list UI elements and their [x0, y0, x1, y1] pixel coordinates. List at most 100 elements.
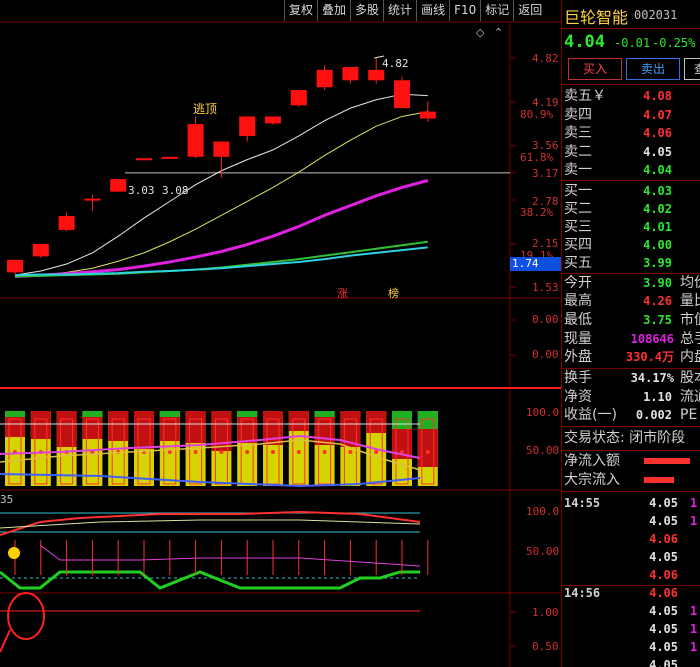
ind2-bar-green [237, 411, 258, 417]
ma-line [14, 93, 428, 276]
trade-status: 交易状态: 闭市阶段 [564, 430, 686, 446]
ma-line [14, 246, 428, 277]
ind2-bar-red [211, 411, 232, 451]
diamond-icon: ◇ [476, 26, 485, 39]
signal-coin-icon [8, 547, 20, 559]
ask-row-3: 卖三 4.06 [564, 125, 672, 141]
toolbar-overlay-button[interactable]: 叠加 [317, 0, 350, 21]
ask-row-2: 卖二 4.05 [564, 144, 672, 160]
ind2-dot [271, 450, 275, 454]
ind2-bar-red [314, 417, 335, 445]
ind2-tick: 100.0 [526, 406, 560, 419]
high-label: 4.82 [382, 57, 409, 70]
range-label-high: 3.08 [162, 184, 189, 197]
toolbar-multi-stock-button[interactable]: 多股 [350, 0, 383, 21]
toolbar-fuquan-button[interactable]: 复权 [284, 0, 317, 21]
candle-body [239, 116, 256, 136]
candle-body [161, 156, 178, 159]
chevron-icon: ⌃ [494, 26, 503, 39]
ind2-bar-green [417, 411, 438, 429]
ind3-tick: 50.00 [526, 545, 560, 558]
candle-body [58, 216, 75, 230]
ranking-marker: 榜 [388, 287, 399, 300]
ind2-dot [348, 450, 353, 454]
ind2-bar-red [159, 417, 180, 441]
ask-row-1: 卖一 4.04 [564, 162, 672, 178]
limit-up-marker: 涨 [337, 287, 348, 300]
tick-row: 14:56 4.06 [564, 586, 678, 600]
bid-row-5: 买五 3.99 [564, 255, 672, 271]
candle-body [316, 69, 333, 88]
buy-button[interactable]: 买入 [568, 58, 622, 80]
current-price-marker: 1.74 [510, 257, 562, 271]
net-inflow-bar [644, 458, 690, 464]
kline-chart-area[interactable]: ◇ ⌃ 复权 叠加 多股 统计 画线 F10 标记 返回 4.82 4.19 3.… [0, 0, 562, 667]
tick-row: 4.05 [649, 550, 678, 564]
price-change: -0.01 [614, 36, 651, 50]
ind3-white-line [0, 519, 421, 529]
candle-body [368, 69, 385, 81]
ind3-magenta-line [39, 544, 421, 567]
price-tick: 1.53 [532, 281, 559, 294]
candle-body [394, 80, 410, 109]
candle-body [136, 158, 152, 161]
ind3-green-line [0, 570, 420, 590]
ind4-tick: 0.50 [532, 640, 559, 653]
ind2-bar-outline [292, 418, 306, 485]
price-tick: 2.15 [532, 237, 559, 250]
ind2-bar-outline [111, 418, 125, 485]
stat-current-volume: 现量108646总手 [564, 331, 700, 347]
ind2-bar-red [5, 417, 25, 437]
quote-panel: 巨轮智能 002031 4.04 -0.01 -0.25% 买入 卖出 查 卖五… [561, 0, 700, 667]
price-change-pct: -0.25% [652, 36, 696, 50]
range-label-low: 3.03 [128, 184, 155, 197]
candle-body [419, 111, 436, 119]
sell-button[interactable]: 卖出 [626, 58, 680, 80]
candle-body [7, 259, 23, 273]
candle-body [187, 124, 204, 157]
ind2-bar-red [30, 411, 51, 439]
stat-eps: 收益(一) 0.002 PE [564, 407, 698, 423]
ind3-red-line [0, 510, 421, 536]
ind2-bar-red [366, 411, 387, 433]
ind2-bar-green [159, 411, 180, 417]
ind2-bar-outline [421, 418, 435, 485]
toolbar-draw-button[interactable]: 画线 [416, 0, 449, 21]
toolbar-stats-button[interactable]: 统计 [383, 0, 416, 21]
ind2-line [0, 434, 421, 459]
pct-tick: 61.8% [520, 151, 554, 164]
ind2-bar-green [82, 411, 103, 417]
block-inflow-row: 大宗流入 [562, 471, 700, 490]
ind2-dot [296, 450, 301, 454]
stat-low: 最低3.75市值 [564, 312, 700, 328]
candle-body [110, 179, 127, 192]
block-inflow-bar [644, 477, 674, 483]
ind2-bar-red [392, 429, 412, 459]
toolbar-back-button[interactable]: 返回 [513, 0, 546, 21]
query-button[interactable]: 查 [684, 58, 700, 80]
stock-code: 002031 [634, 8, 678, 22]
ind2-dot [322, 450, 327, 454]
ind2-bar-red [288, 411, 309, 431]
stat-open: 今开3.90均价 [564, 275, 700, 291]
ma-line [14, 179, 429, 279]
toolbar-mark-button[interactable]: 标记 [480, 0, 513, 21]
high-pointer [374, 55, 385, 59]
price-tick: 4.19 [532, 96, 559, 109]
price-tick: 2.78 [532, 195, 559, 208]
tick-row: 4.06 [649, 532, 678, 546]
bid-row-4: 买四 4.00 [564, 237, 672, 253]
ind2-dot [245, 450, 250, 454]
escape-top-signal: 逃顶 [193, 102, 218, 116]
stat-net-assets: 净资1.10流通 [564, 389, 700, 405]
candle-body [265, 116, 281, 124]
kline-svg[interactable]: ◇ ⌃ [0, 0, 561, 667]
ma-line [14, 111, 428, 278]
bid-row-1: 买一 4.03 [564, 183, 672, 199]
toolbar-f10-button[interactable]: F10 [449, 0, 480, 21]
tick-row: 4.06 [649, 568, 678, 582]
ind2-dot [167, 450, 172, 454]
ind2-bar-outline [214, 418, 228, 485]
price-tick: 3.17 [532, 167, 559, 180]
